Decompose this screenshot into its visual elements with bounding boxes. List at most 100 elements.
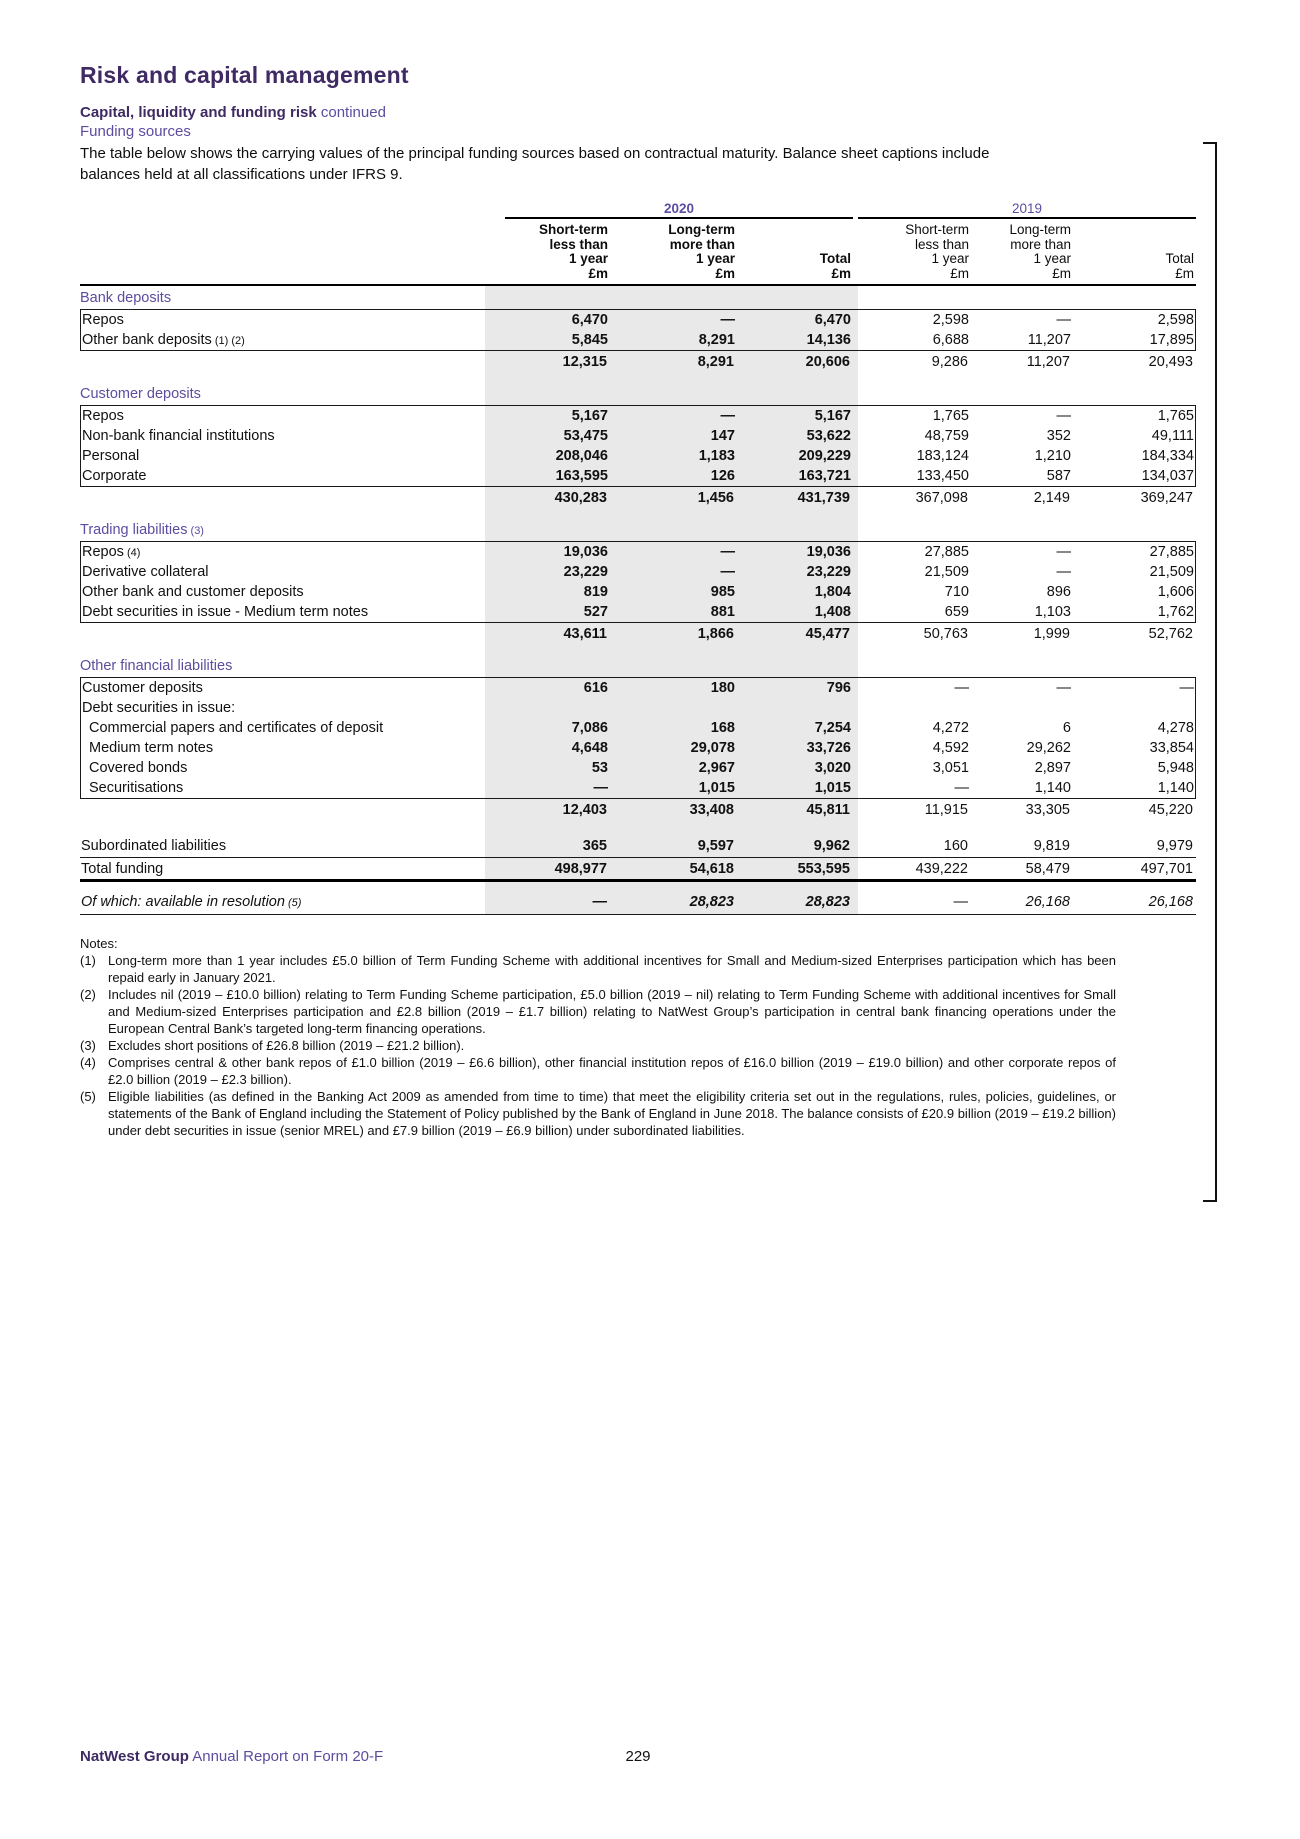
column-header: Long-term more than 1 year £m: [610, 222, 737, 281]
cell-value: 27,885: [924, 544, 969, 560]
column-header: Total £m: [737, 251, 853, 281]
column-header-line: Short-term: [538, 222, 608, 237]
cell-value: 4,278: [1157, 720, 1194, 736]
column-header-line: £m: [1175, 265, 1194, 281]
row-label: Of which: available in resolution (5): [81, 894, 302, 910]
row-label: [80, 623, 484, 646]
column-header-line: less than: [549, 236, 608, 252]
column-header-line: £m: [831, 265, 851, 281]
cell-value: —: [1056, 564, 1072, 580]
cell-value: 23,229: [563, 564, 608, 580]
note-number: (5): [80, 1089, 96, 1104]
cell-value: 616: [583, 680, 608, 696]
column-header-line: £m: [950, 265, 969, 281]
cell-value: —: [1179, 680, 1195, 696]
cell-value: 367,098: [915, 490, 968, 506]
footer-report-title: Annual Report on Form 20-F: [188, 1748, 384, 1765]
table-row: Repos 5,167 — 5,167 1,765 — 1,765: [81, 406, 1195, 426]
cell-value: [853, 698, 971, 718]
cell-value: 587: [1046, 468, 1071, 484]
page-title: Risk and capital management: [80, 62, 409, 88]
cell-value: 1,183: [698, 448, 735, 464]
cell-value: 5,167: [571, 408, 608, 424]
column-header-line: Total: [819, 251, 851, 266]
section-gap: [80, 509, 1196, 518]
table-row: Other bank and customer deposits 819 985 1,…: [81, 582, 1195, 602]
note-number: (3): [80, 1038, 96, 1053]
cell-value: 896: [1046, 584, 1071, 600]
year-group-row: 2020 2019: [80, 197, 1196, 219]
subtitle-bold: Capital, liquidity and funding risk: [80, 104, 317, 121]
cell-value: 431,739: [797, 490, 850, 506]
cell-value: 43,611: [563, 626, 607, 642]
cell-value: 527: [583, 604, 608, 620]
cell-value: 48,759: [924, 428, 969, 444]
funding-sources-heading: Funding sources: [80, 123, 191, 140]
cell-value: 1,804: [814, 584, 851, 600]
cell-value: 45,811: [806, 802, 850, 818]
cell-value: 985: [710, 584, 735, 600]
cell-value: 2,897: [1034, 760, 1071, 776]
cell-value: 11,207: [1027, 332, 1071, 348]
column-header: Total £m: [1073, 251, 1196, 281]
note-item: (1) Long-term more than 1 year includes £…: [80, 952, 1116, 986]
ofwhich-row: Of which: available in resolution (5) — 28…: [80, 892, 1196, 915]
cell-value: 4,592: [932, 740, 969, 756]
column-header: Short-term less than 1 year £m: [485, 222, 610, 281]
row-label: Securitisations: [89, 780, 184, 796]
table-row: Customer deposits 616 180 796 — — —: [81, 678, 1195, 698]
cell-value: 53: [591, 760, 608, 776]
cell-value: 45,477: [805, 626, 850, 642]
cell-value: 2,967: [698, 760, 735, 776]
cell-value: 133,450: [916, 468, 969, 484]
row-label: [80, 799, 484, 822]
cell-value: 1,762: [1157, 604, 1194, 620]
note-number: (4): [80, 1055, 96, 1070]
cell-value: 134,037: [1141, 468, 1194, 484]
cell-value: [1073, 698, 1196, 718]
cell-value: 7,254: [814, 720, 851, 736]
cell-value: 20,606: [805, 354, 850, 370]
row-label: Repos: [82, 312, 124, 328]
note-text: Eligible liabilities (as defined in the …: [108, 1089, 1116, 1138]
table-row: Non-bank financial institutions 53,475 147…: [81, 426, 1195, 446]
cell-value: —: [720, 408, 736, 424]
cell-value: 168: [710, 720, 735, 736]
cell-value: 14,136: [806, 332, 851, 348]
cell-value: 11,915: [924, 802, 968, 818]
table-row: Covered bonds 53 2,967 3,020 3,051 2,897 5,948: [81, 758, 1195, 778]
cell-value: 33,726: [806, 740, 851, 756]
cell-value: 497,701: [1140, 861, 1193, 877]
cell-value: —: [1056, 408, 1072, 424]
cell-value: 17,895: [1149, 332, 1194, 348]
column-header: Short-term less than 1 year £m: [853, 222, 971, 281]
cell-value: 21,509: [1149, 564, 1194, 580]
row-label: Subordinated liabilities: [81, 838, 227, 854]
cell-value: 3,020: [814, 760, 851, 776]
column-header-line: more than: [669, 236, 735, 252]
cell-value: 352: [1046, 428, 1071, 444]
footer-page-number: 229: [625, 1748, 651, 1765]
cell-value: 58,479: [1025, 861, 1070, 877]
intro-paragraph: The table below shows the carrying value…: [80, 143, 1196, 185]
cell-value: 8,291: [698, 332, 735, 348]
cell-value: [485, 698, 610, 718]
cell-value: 9,597: [697, 838, 734, 854]
cell-value: 8,291: [697, 354, 734, 370]
table-row: Personal 208,046 1,183 209,229 183,124 1,210 1…: [81, 446, 1195, 466]
table-body: Bank deposits Repos 6,470 — 6,470 2,598 — 2,598…: [80, 284, 1196, 915]
cell-value: 163,721: [798, 468, 851, 484]
cell-value: 1,408: [814, 604, 851, 620]
cell-value: 6: [1062, 720, 1071, 736]
section-rows-box: Repos 6,470 — 6,470 2,598 — 2,598 Other bank de…: [80, 309, 1196, 351]
cell-value: 6,470: [571, 312, 608, 328]
cell-value: 147: [710, 428, 735, 444]
intro-line-1: The table below shows the carrying value…: [80, 145, 990, 162]
cell-value: 1,210: [1034, 448, 1071, 464]
note-item: (5) Eligible liabilities (as defined in t…: [80, 1088, 1116, 1139]
cell-value: 33,305: [1025, 802, 1070, 818]
cell-value: 4,648: [571, 740, 608, 756]
row-label: Other bank deposits (1) (2): [82, 332, 245, 348]
cell-value: 1,999: [1033, 626, 1070, 642]
section-rows-box: Repos (4) 19,036 — 19,036 27,885 — 27,885 Deriv…: [80, 541, 1196, 623]
